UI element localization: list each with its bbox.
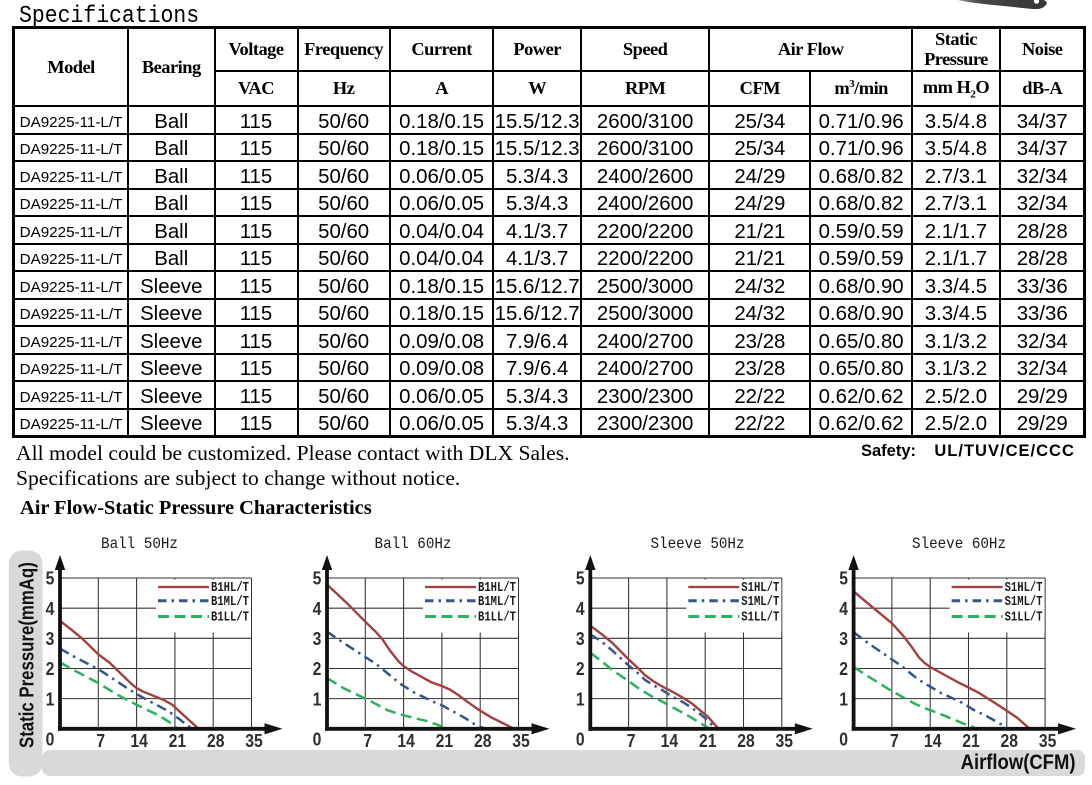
svg-text:B1HL/T: B1HL/T — [478, 580, 516, 596]
svg-text:B1LL/T: B1LL/T — [211, 610, 249, 626]
svg-text:2: 2 — [46, 658, 55, 680]
svg-text:3: 3 — [313, 628, 322, 650]
svg-text:1: 1 — [46, 688, 55, 710]
svg-text:21: 21 — [699, 730, 717, 752]
svg-text:35: 35 — [245, 730, 263, 752]
svg-text:35: 35 — [776, 730, 794, 752]
svg-text:4: 4 — [313, 598, 322, 620]
svg-text:S1LL/T: S1LL/T — [741, 610, 779, 626]
svg-text:0: 0 — [576, 728, 585, 750]
svg-text:Static Pressure(mmAq): Static Pressure(mmAq) — [15, 562, 38, 748]
svg-text:S1HL/T: S1HL/T — [741, 580, 779, 596]
svg-text:3: 3 — [46, 628, 55, 650]
svg-text:7: 7 — [96, 730, 105, 752]
svg-text:21: 21 — [962, 730, 980, 752]
svg-text:7: 7 — [363, 730, 372, 752]
svg-text:2: 2 — [576, 658, 585, 680]
svg-text:Sleeve 60Hz: Sleeve 60Hz — [912, 537, 1006, 554]
svg-text:0: 0 — [313, 728, 322, 750]
svg-text:28: 28 — [737, 730, 755, 752]
svg-text:2: 2 — [839, 658, 848, 680]
svg-text:5: 5 — [576, 567, 585, 589]
svg-text:35: 35 — [1039, 730, 1057, 752]
svg-text:B1ML/T: B1ML/T — [211, 594, 249, 610]
svg-text:B1ML/T: B1ML/T — [478, 594, 516, 610]
svg-text:S1LL/T: S1LL/T — [1005, 610, 1043, 626]
svg-text:4: 4 — [46, 598, 55, 620]
svg-text:14: 14 — [661, 730, 679, 752]
svg-text:5: 5 — [839, 567, 848, 589]
svg-text:Ball 60Hz: Ball 60Hz — [375, 537, 452, 554]
svg-text:Sleeve 50Hz: Sleeve 50Hz — [650, 537, 744, 554]
svg-text:S1ML/T: S1ML/T — [1005, 594, 1043, 610]
svg-text:14: 14 — [130, 730, 148, 752]
svg-text:Ball 50Hz: Ball 50Hz — [101, 537, 178, 554]
svg-text:S1HL/T: S1HL/T — [1005, 580, 1043, 596]
svg-text:7: 7 — [890, 730, 899, 752]
svg-text:3: 3 — [839, 628, 848, 650]
svg-text:3: 3 — [576, 628, 585, 650]
svg-text:5: 5 — [46, 567, 55, 589]
svg-text:2: 2 — [313, 658, 322, 680]
svg-text:1: 1 — [313, 688, 322, 710]
svg-text:1: 1 — [576, 688, 585, 710]
svg-text:S1ML/T: S1ML/T — [741, 594, 779, 610]
svg-text:14: 14 — [397, 730, 415, 752]
svg-text:14: 14 — [924, 730, 942, 752]
svg-text:1: 1 — [839, 688, 848, 710]
svg-text:21: 21 — [169, 730, 187, 752]
svg-text:35: 35 — [512, 730, 530, 752]
svg-text:28: 28 — [1001, 730, 1019, 752]
svg-text:Airflow(CFM): Airflow(CFM) — [961, 751, 1076, 774]
svg-text:4: 4 — [576, 598, 585, 620]
svg-text:7: 7 — [627, 730, 636, 752]
svg-text:4: 4 — [839, 598, 848, 620]
svg-text:B1HL/T: B1HL/T — [211, 580, 249, 596]
svg-text:5: 5 — [313, 567, 322, 589]
svg-text:0: 0 — [46, 728, 55, 750]
svg-text:B1LL/T: B1LL/T — [478, 610, 516, 626]
svg-text:28: 28 — [474, 730, 492, 752]
svg-text:21: 21 — [436, 730, 454, 752]
svg-text:28: 28 — [207, 730, 225, 752]
svg-text:0: 0 — [839, 728, 848, 750]
